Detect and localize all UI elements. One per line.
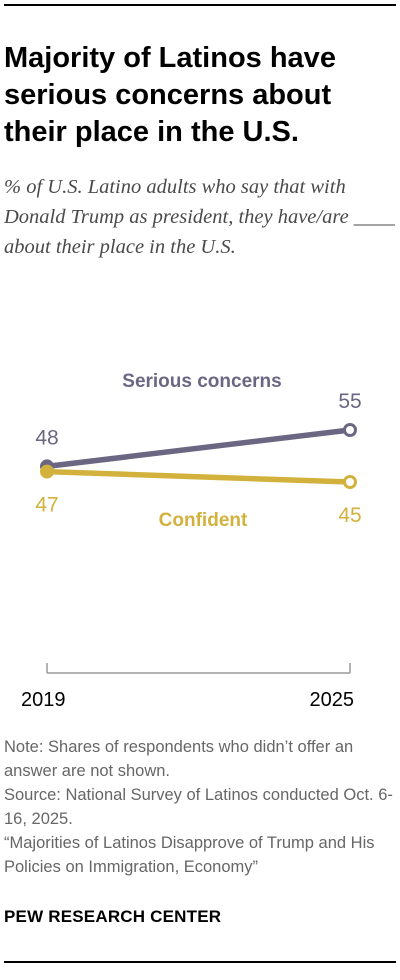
series-name-label: Confident [159,510,248,531]
source-text: Source: National Survey of Latinos condu… [4,786,393,828]
bottom-rule [4,961,396,963]
notes: Note: Shares of respondents who didn’t o… [4,735,398,879]
chart-subtitle: % of U.S. Latino adults who say that wit… [4,176,395,258]
data-label: 47 [35,494,58,517]
top-rule [4,4,396,6]
data-label: 45 [338,504,361,527]
data-point [40,464,54,479]
data-point [343,423,357,437]
x-tick-label: 2019 [21,689,66,711]
series-line-serious-concerns [44,427,353,470]
x-tick-label: 2025 [310,689,355,711]
chart-labels: 48 55 47 45 Serious concerns Confident [35,371,361,531]
chart-series [40,423,357,489]
data-point [343,475,357,489]
org-name: PEW RESEARCH CENTER [4,907,222,926]
chart-title: Majority of Latinos have serious concern… [4,42,336,148]
report-title: “Majorities of Latinos Disapprove of Tru… [4,834,375,876]
x-axis: 2019 2025 [21,663,354,711]
data-label: 48 [35,426,58,449]
note-text: Note: Shares of respondents who didn’t o… [4,738,354,780]
data-label: 55 [338,390,361,413]
series-line-confident [44,468,353,485]
series-name-label: Serious concerns [122,371,281,392]
